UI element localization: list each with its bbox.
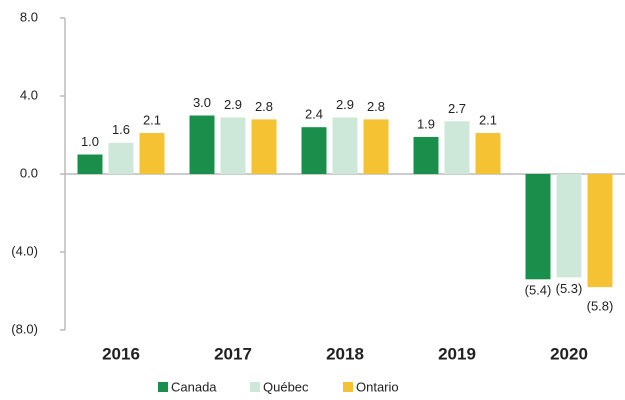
- value-label: 2.8: [255, 99, 273, 114]
- y-tick-label: (8.0): [11, 321, 38, 336]
- x-tick-label: 2016: [102, 344, 140, 363]
- bar: [220, 117, 246, 174]
- legend-label: Québec: [263, 379, 309, 394]
- bar: [301, 127, 327, 174]
- value-label: 2.4: [305, 107, 323, 122]
- value-label: 3.0: [193, 95, 211, 110]
- bar: [475, 133, 501, 174]
- bar: [77, 154, 103, 174]
- value-label: 1.0: [81, 134, 99, 149]
- y-tick-label: 8.0: [20, 9, 38, 24]
- bar: [108, 142, 134, 174]
- value-label: 2.8: [367, 99, 385, 114]
- bar: [251, 119, 277, 174]
- value-label: 1.9: [417, 116, 435, 131]
- value-label: (5.3): [556, 281, 583, 296]
- x-tick-label: 2020: [550, 344, 588, 363]
- bar: [189, 115, 215, 174]
- y-tick-label: 0.0: [20, 165, 38, 180]
- value-label: 2.7: [448, 101, 466, 116]
- y-tick-label: (4.0): [11, 243, 38, 258]
- legend-label: Canada: [171, 379, 217, 394]
- bar: [332, 117, 358, 174]
- legend-swatch: [343, 382, 353, 392]
- bar: [556, 174, 582, 278]
- x-tick-label: 2018: [326, 344, 364, 363]
- value-label: 2.1: [143, 112, 161, 127]
- bar: [444, 121, 470, 174]
- value-label: (5.8): [587, 299, 614, 314]
- bar: [413, 136, 439, 174]
- value-label: (5.4): [525, 283, 552, 298]
- bar: [525, 174, 551, 280]
- bar: [587, 174, 613, 288]
- value-label: 2.9: [224, 97, 242, 112]
- value-label: 1.6: [112, 122, 130, 137]
- bar: [363, 119, 389, 174]
- value-label: 2.1: [479, 112, 497, 127]
- value-label: 2.9: [336, 97, 354, 112]
- bar: [139, 133, 165, 174]
- y-tick-label: 4.0: [20, 87, 38, 102]
- legend-swatch: [250, 382, 260, 392]
- x-tick-label: 2019: [438, 344, 476, 363]
- legend-label: Ontario: [356, 379, 399, 394]
- x-tick-label: 2017: [214, 344, 252, 363]
- legend-swatch: [158, 382, 168, 392]
